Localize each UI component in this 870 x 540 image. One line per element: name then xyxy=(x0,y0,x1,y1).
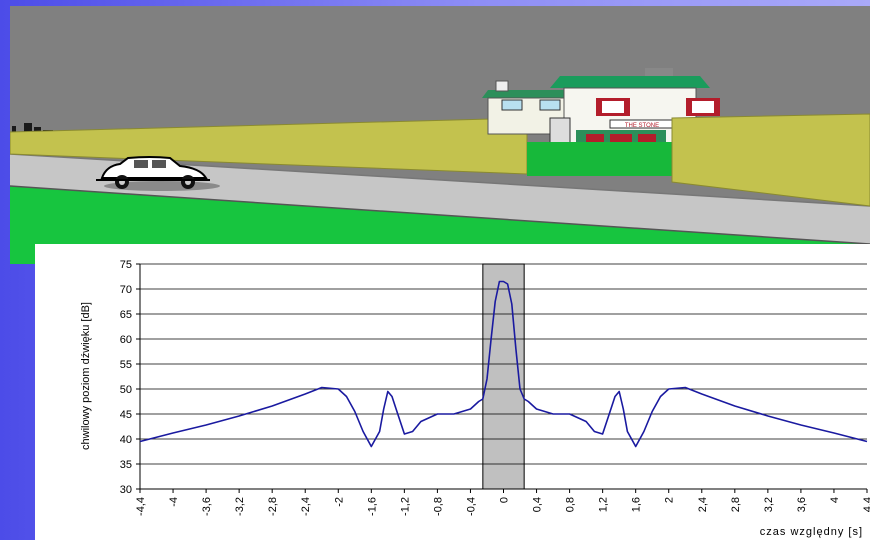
y-tick-label: 50 xyxy=(120,384,132,396)
x-tick-label: -4 xyxy=(168,497,180,507)
x-tick-label: -1,6 xyxy=(366,497,378,516)
street-scene-illustration: THE STONE xyxy=(10,6,870,264)
x-tick-label: -3,6 xyxy=(201,497,213,516)
x-tick-label: 4 xyxy=(829,497,841,503)
x-tick-label: 0 xyxy=(499,497,511,503)
chart-panel: 30 35 40 45 50 55 60 65 70 75 -4,4 -4 -3,6 -3,2 -2,8 -2… xyxy=(35,244,870,540)
x-tick-label: 0,4 xyxy=(532,497,544,512)
highlight-band xyxy=(482,263,525,490)
x-tick-label: 2 xyxy=(664,497,676,503)
front-hedge xyxy=(527,142,672,176)
x-tick-label: -0,8 xyxy=(432,497,444,516)
x-tick-label: -1,2 xyxy=(399,497,411,516)
y-tick-label: 40 xyxy=(120,434,132,446)
x-tick-label: 4,4 xyxy=(862,497,870,512)
y-tick-label: 75 xyxy=(120,259,132,271)
x-tick-label: 3,6 xyxy=(796,497,808,512)
x-tick-label: 2,8 xyxy=(730,497,742,512)
x-tick-label: 2,4 xyxy=(697,497,709,512)
y-tick-label: 55 xyxy=(120,359,132,371)
right-wall xyxy=(671,113,870,207)
x-tick-label: -3,2 xyxy=(234,497,246,516)
x-tick-label: -2,8 xyxy=(267,497,279,516)
series-line-0 xyxy=(139,280,868,448)
vintage-car xyxy=(96,156,220,191)
x-tick-label: -2,4 xyxy=(300,497,312,516)
y-tick-label: 65 xyxy=(120,309,132,321)
y-tick-label: 35 xyxy=(120,459,132,471)
y-tick-label: 45 xyxy=(120,409,132,421)
y-axis-title: chwilowy poziom dźwięku [dB] xyxy=(80,302,92,450)
road xyxy=(10,154,870,244)
x-tick-label: 3,2 xyxy=(763,497,775,512)
x-axis-title: czas względny [s] xyxy=(760,526,863,538)
x-tick-label: 1,6 xyxy=(631,497,643,512)
x-tick-label: -2 xyxy=(333,497,345,507)
x-tick-label: -0,4 xyxy=(465,497,477,516)
y-tick-label: 30 xyxy=(120,484,132,496)
grass-field xyxy=(10,182,870,264)
x-tick-label: 0,8 xyxy=(565,497,577,512)
x-tick-label: -4,4 xyxy=(135,497,147,516)
y-tick-label: 70 xyxy=(120,284,132,296)
x-tick-label: 1,2 xyxy=(598,497,610,512)
y-tick-label: 60 xyxy=(120,334,132,346)
house-sign: THE STONE xyxy=(625,123,659,129)
